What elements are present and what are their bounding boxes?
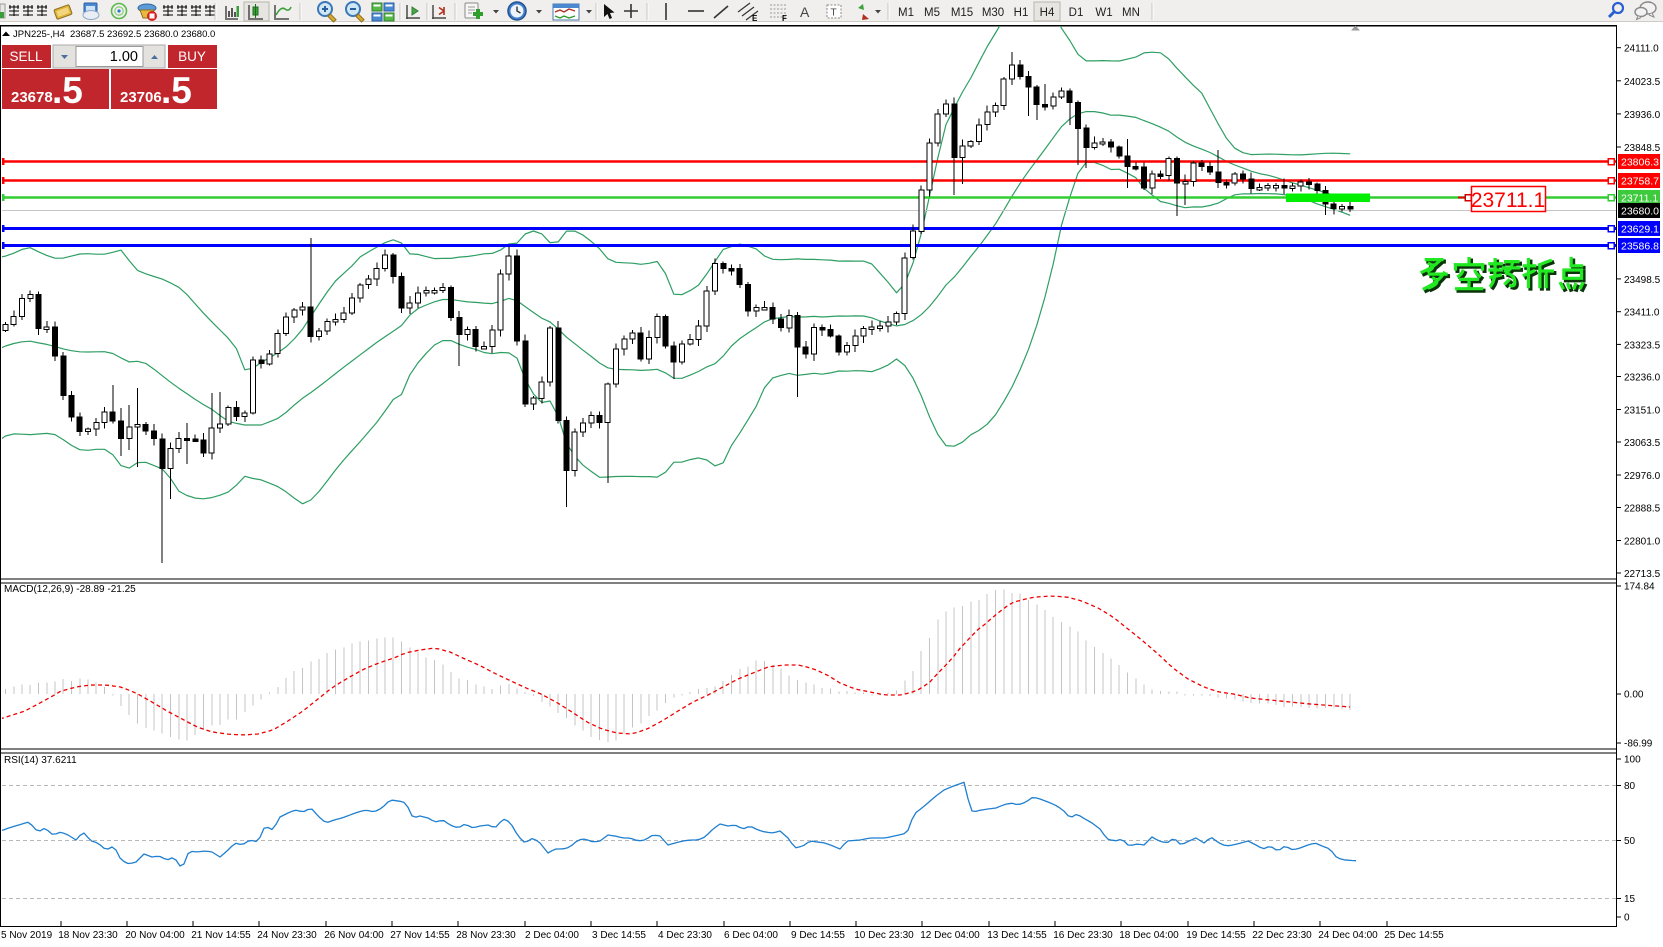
svg-text:27 Nov 14:55: 27 Nov 14:55 — [390, 930, 450, 941]
svg-text:M15: M15 — [951, 7, 973, 19]
svg-text:20 Nov 04:00: 20 Nov 04:00 — [125, 930, 185, 941]
svg-text:MACD(12,26,9) -28.89 -21.25: MACD(12,26,9) -28.89 -21.25 — [4, 584, 136, 595]
svg-text:MN: MN — [1122, 7, 1140, 19]
svg-text:W1: W1 — [1095, 7, 1112, 19]
svg-text:18 Nov 23:30: 18 Nov 23:30 — [58, 930, 118, 941]
svg-text:25 Dec 14:55: 25 Dec 14:55 — [1384, 930, 1444, 941]
svg-text:18 Dec 04:00: 18 Dec 04:00 — [1119, 930, 1179, 941]
svg-text:23711.1: 23711.1 — [1621, 193, 1658, 205]
svg-text:23236.0: 23236.0 — [1624, 373, 1661, 384]
svg-text:100: 100 — [1624, 755, 1641, 766]
svg-text:24 Dec 04:00: 24 Dec 04:00 — [1318, 930, 1378, 941]
svg-text:22888.5: 22888.5 — [1624, 504, 1661, 515]
svg-text:23586.8: 23586.8 — [1621, 241, 1659, 253]
svg-text:BUY: BUY — [178, 49, 206, 64]
svg-text:13 Dec 14:55: 13 Dec 14:55 — [987, 930, 1047, 941]
svg-text:24023.5: 24023.5 — [1624, 77, 1661, 88]
svg-text:H4: H4 — [1040, 7, 1055, 19]
svg-text:D1: D1 — [1069, 7, 1084, 19]
svg-text:23758.7: 23758.7 — [1621, 176, 1659, 188]
svg-text:22 Dec 23:30: 22 Dec 23:30 — [1252, 930, 1312, 941]
svg-text:0: 0 — [1624, 913, 1630, 924]
svg-text:-86.99: -86.99 — [1624, 739, 1653, 750]
svg-text:24 Nov 23:30: 24 Nov 23:30 — [257, 930, 317, 941]
svg-text:22713.5: 22713.5 — [1624, 569, 1661, 580]
svg-text:H1: H1 — [1014, 7, 1029, 19]
svg-text:23711.1: 23711.1 — [1471, 189, 1545, 212]
svg-text:RSI(14) 37.6211: RSI(14) 37.6211 — [4, 755, 77, 766]
svg-text:M1: M1 — [898, 7, 914, 19]
svg-text:26 Nov 04:00: 26 Nov 04:00 — [324, 930, 384, 941]
svg-text:.5: .5 — [161, 70, 192, 111]
svg-text:23706: 23706 — [120, 89, 162, 106]
svg-text:2 Dec 04:00: 2 Dec 04:00 — [525, 930, 579, 941]
svg-text:23680.0: 23680.0 — [1621, 206, 1659, 218]
svg-text:0.00: 0.00 — [1624, 690, 1644, 701]
svg-text:24111.0: 24111.0 — [1624, 44, 1659, 55]
svg-text:10 Dec 23:30: 10 Dec 23:30 — [854, 930, 914, 941]
svg-text:80: 80 — [1624, 781, 1636, 792]
svg-text:23936.0: 23936.0 — [1624, 110, 1661, 121]
svg-text:JPN225-,H4 23687.5 23692.5 23: JPN225-,H4 23687.5 23692.5 23680.0 23680… — [13, 29, 215, 40]
svg-text:.5: .5 — [52, 70, 83, 111]
svg-text:50: 50 — [1624, 836, 1636, 847]
svg-text:22976.0: 22976.0 — [1624, 471, 1661, 482]
svg-text:19 Dec 14:55: 19 Dec 14:55 — [1186, 930, 1246, 941]
svg-text:23498.5: 23498.5 — [1624, 275, 1661, 286]
svg-text:23629.1: 23629.1 — [1621, 224, 1659, 236]
svg-text:23678: 23678 — [11, 89, 53, 106]
svg-text:15: 15 — [1624, 894, 1636, 905]
svg-text:23323.5: 23323.5 — [1624, 340, 1661, 351]
svg-text:E: E — [752, 14, 758, 23]
svg-text:3 Dec 14:55: 3 Dec 14:55 — [592, 930, 646, 941]
svg-text:F: F — [782, 14, 787, 23]
svg-text:M5: M5 — [924, 7, 940, 19]
svg-text:6 Dec 04:00: 6 Dec 04:00 — [724, 930, 778, 941]
svg-text:23063.5: 23063.5 — [1624, 438, 1661, 449]
svg-text:1.00: 1.00 — [110, 49, 138, 65]
svg-text:23806.3: 23806.3 — [1621, 157, 1659, 169]
svg-text:28 Nov 23:30: 28 Nov 23:30 — [456, 930, 516, 941]
svg-text:9 Dec 14:55: 9 Dec 14:55 — [791, 930, 845, 941]
svg-text:23151.0: 23151.0 — [1624, 406, 1661, 417]
svg-text:5 Nov 2019: 5 Nov 2019 — [1, 930, 53, 941]
svg-text:16 Dec 23:30: 16 Dec 23:30 — [1053, 930, 1113, 941]
svg-text:23848.5: 23848.5 — [1624, 143, 1661, 154]
svg-text:T: T — [831, 8, 837, 19]
svg-text:174.84: 174.84 — [1624, 582, 1655, 593]
svg-text:12 Dec 04:00: 12 Dec 04:00 — [920, 930, 980, 941]
svg-text:M30: M30 — [982, 7, 1004, 19]
svg-text:4 Dec 23:30: 4 Dec 23:30 — [658, 930, 712, 941]
svg-text:21 Nov 14:55: 21 Nov 14:55 — [191, 930, 251, 941]
svg-text:23411.0: 23411.0 — [1624, 308, 1660, 319]
svg-text:A: A — [800, 4, 810, 20]
svg-text:SELL: SELL — [9, 49, 43, 64]
svg-text:22801.0: 22801.0 — [1624, 537, 1661, 548]
